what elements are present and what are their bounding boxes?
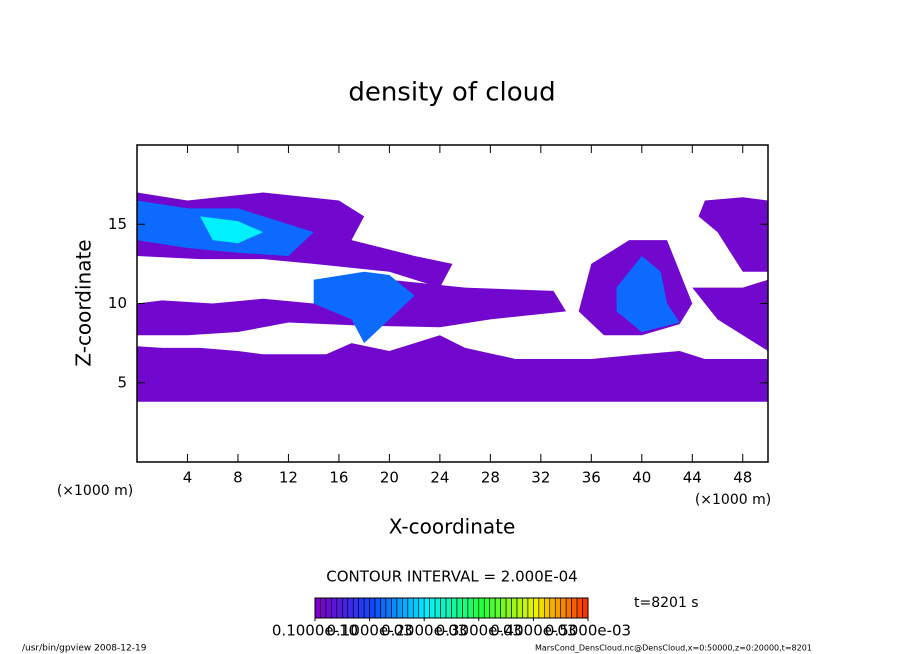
- colorbar-stripe: [347, 597, 354, 619]
- colorbar-stripe: [363, 597, 370, 619]
- colorbar-label: 0.1000e-03: [326, 622, 412, 640]
- x-axis-label: X-coordinate: [389, 515, 516, 539]
- colorbar-stripe: [533, 597, 540, 619]
- contour-interval: CONTOUR INTERVAL = 2.000E-04: [326, 568, 577, 586]
- colorbar-stripe: [527, 597, 534, 619]
- colorbar-stripe: [582, 597, 589, 619]
- x-tick-label: 48: [733, 469, 752, 487]
- colorbar-stripe: [467, 597, 474, 619]
- colorbar-stripe: [538, 597, 545, 619]
- colorbar-stripe: [352, 597, 359, 619]
- colorbar-stripe: [380, 597, 387, 619]
- colorbar-stripe: [522, 597, 529, 619]
- x-tick-label: 16: [329, 469, 348, 487]
- colorbar-stripe: [396, 597, 403, 619]
- colorbar-stripe: [423, 597, 430, 619]
- y-tick-label: 10: [108, 294, 127, 312]
- x-unit-label: (×1000 m): [57, 483, 133, 499]
- colorbar-stripe: [576, 597, 583, 619]
- colorbar-stripe: [500, 597, 507, 619]
- contour-region: [616, 255, 680, 333]
- contour-region: [692, 279, 768, 352]
- colorbar-stripe: [336, 597, 343, 619]
- x-tick-label: 12: [279, 469, 298, 487]
- colorbar-stripe: [560, 597, 567, 619]
- x-tick-label: 8: [233, 469, 243, 487]
- contour-region: [313, 271, 415, 344]
- colorbar-stripe: [489, 597, 496, 619]
- colorbar-stripe: [516, 597, 523, 619]
- colorbar-stripe: [374, 597, 381, 619]
- colorbar-stripe: [478, 597, 485, 619]
- colorbar-stripe: [407, 597, 414, 619]
- contour-region: [137, 335, 768, 402]
- colorbar-stripe: [565, 597, 572, 619]
- x-tick-label: 44: [683, 469, 702, 487]
- x-tick-label: 36: [582, 469, 601, 487]
- colorbar-stripe: [462, 597, 469, 619]
- contour-region: [698, 197, 768, 272]
- y-axis-label: Z-coordinate: [72, 239, 96, 366]
- colorbar-stripe: [325, 597, 332, 619]
- colorbar-stripe: [418, 597, 425, 619]
- colorbar-stripe: [451, 597, 458, 619]
- colorbar-stripe: [456, 597, 463, 619]
- colorbar-stripe: [314, 597, 321, 619]
- colorbar-stripe: [445, 597, 452, 619]
- colorbar-stripe: [429, 597, 436, 619]
- colorbar-stripe: [369, 597, 376, 619]
- colorbar-label: 0.1000e-10: [272, 622, 358, 640]
- footer-right: MarsCond_DensCloud.nc@DensCloud,x=0:5000…: [535, 644, 812, 653]
- colorbar-stripe: [505, 597, 512, 619]
- colorbar-frame: [314, 597, 589, 619]
- colorbar-stripe: [494, 597, 501, 619]
- colorbar-stripe: [341, 597, 349, 619]
- time-label: t=8201 s: [634, 595, 699, 611]
- x-tick-label: 24: [430, 469, 449, 487]
- y-tick-label: 15: [108, 215, 127, 233]
- chart-title: density of cloud: [348, 78, 555, 108]
- x-tick-label: 28: [481, 469, 500, 487]
- colorbar-label: 0.2000e-03: [381, 622, 467, 640]
- colorbar-stripe: [511, 597, 518, 619]
- colorbar-stripe: [358, 597, 365, 619]
- x-tick-label: 4: [183, 469, 193, 487]
- colorbar-label: 0.5000e-03: [545, 622, 631, 640]
- colorbar-stripe: [554, 597, 561, 619]
- colorbar-stripe: [473, 597, 480, 619]
- colorbar-label: 0.3000e-03: [436, 622, 522, 640]
- colorbar-stripe: [412, 597, 420, 619]
- x-tick-label: 32: [531, 469, 550, 487]
- colorbar-stripe: [549, 597, 556, 619]
- colorbar-label: 0.4000e-03: [490, 622, 576, 640]
- colorbar-stripe: [440, 597, 447, 619]
- colorbar-stripe: [385, 597, 392, 619]
- x-unit-label: (×1000 m): [695, 492, 771, 508]
- colorbar-stripe: [391, 597, 398, 619]
- contour-region: [200, 216, 264, 244]
- footer-left: /usr/bin/gpview 2008-12-19: [22, 644, 147, 654]
- colorbar-stripe: [571, 597, 578, 619]
- colorbar-stripe: [402, 597, 409, 619]
- colorbar-stripe: [320, 597, 327, 619]
- y-tick-label: 5: [117, 373, 127, 391]
- x-tick-label: 20: [380, 469, 399, 487]
- colorbar-stripe: [331, 597, 338, 619]
- colorbar-stripe: [434, 597, 441, 619]
- colorbar-stripe: [544, 597, 551, 619]
- x-tick-label: 40: [632, 469, 651, 487]
- colorbar-stripe: [483, 597, 491, 619]
